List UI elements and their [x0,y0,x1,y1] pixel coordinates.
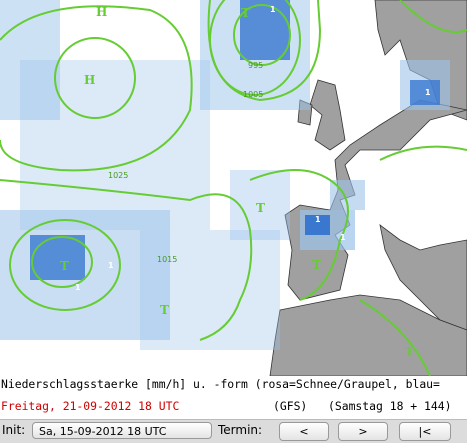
isobars [0,0,467,376]
low-label: T [241,6,250,20]
low-label: T [256,201,265,215]
next-button[interactable]: > [338,422,388,441]
caption-line: Niederschlagsstaerke [mm/h] u. -form (ro… [1,377,440,391]
low-label: T [405,345,414,359]
low-label: T [160,303,169,317]
termin-label: Termin: [218,423,263,437]
precip-light [0,0,450,350]
precip-label: 1 [270,5,276,14]
model-name: (GFS) [273,399,308,413]
precip-label: 1 [340,233,346,242]
lead-time: (Samstag 18 + 144) [328,399,452,413]
high-label: H [84,73,95,87]
low-label: T [312,258,321,272]
precip-label: 1 [315,215,321,224]
pressure-label: 1005 [243,90,263,99]
control-bar: Init: Sa, 15-09-2012 18 UTC Termin: < > … [0,419,467,443]
precip-label: 1 [425,88,431,97]
prev-button[interactable]: < [279,422,329,441]
high-label: H [96,5,107,19]
forecast-date: Freitag, 21-09-2012 18 UTC [1,399,180,413]
precip-label: 1 [108,261,114,270]
pressure-label: 1015 [157,255,177,264]
init-select[interactable]: Sa, 15-09-2012 18 UTC [32,422,212,439]
pressure-label: 1025 [108,171,128,180]
init-label: Init: [2,423,26,437]
precip-heavy [30,0,440,280]
first-button[interactable]: |< [399,422,451,441]
low-label: T [60,259,69,273]
precip-label: 1 [75,283,81,292]
weather-map: 1025 1015 1005 995 H H T T T T T T 1 1 1… [0,0,467,376]
pressure-label: 995 [248,61,263,70]
